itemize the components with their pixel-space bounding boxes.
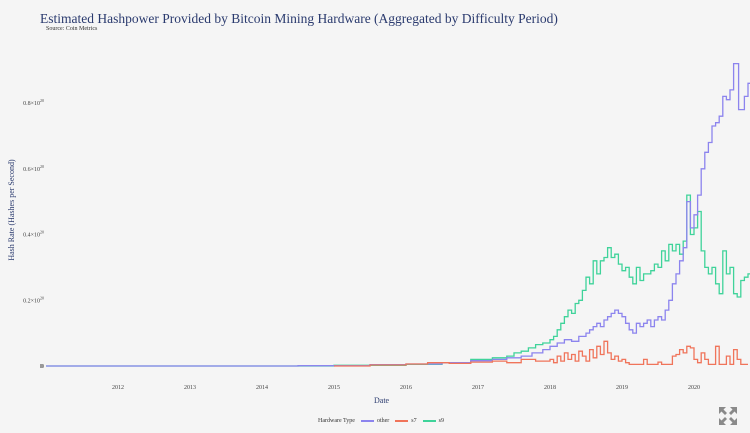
- x-tick-label: 2020: [688, 385, 700, 391]
- legend-swatch-s7: [395, 420, 409, 422]
- legend-title: Hardware Type: [318, 418, 355, 424]
- legend: Hardware Type other s7 s9: [318, 418, 444, 424]
- legend-item-s7[interactable]: s7: [392, 418, 417, 424]
- y-axis-title: Hash Rate (Hashes per Second): [7, 159, 16, 261]
- legend-item-other[interactable]: other: [358, 418, 389, 424]
- x-tick-label: 2017: [472, 385, 484, 391]
- x-tick-label: 2015: [328, 385, 340, 391]
- y-tick-label: 0.6×1020: [23, 164, 44, 173]
- series-line-s7[interactable]: [334, 340, 748, 367]
- y-tick-label: 0.4×1020: [23, 230, 44, 239]
- x-tick-label: 2014: [256, 385, 268, 391]
- legend-item-s9[interactable]: s9: [420, 418, 444, 424]
- x-tick-label: 2019: [616, 385, 628, 391]
- x-tick-label: 2012: [112, 385, 124, 391]
- legend-swatch-s9: [422, 420, 436, 422]
- x-tick-label: 2013: [184, 385, 196, 391]
- legend-swatch-other: [360, 420, 374, 422]
- fullscreen-arrows-icon[interactable]: [718, 406, 738, 426]
- chart-title: Estimated Hashpower Provided by Bitcoin …: [40, 11, 558, 26]
- chart-subtitle: Source: Coin Metrics: [46, 26, 98, 32]
- x-axis-title: Date: [374, 396, 390, 405]
- x-tick-label: 2016: [400, 385, 412, 391]
- y-tick-label: 0.2×1020: [23, 295, 44, 304]
- series-line-other[interactable]: [46, 62, 750, 367]
- series-line-s9[interactable]: [46, 194, 750, 367]
- x-tick-label: 2018: [544, 385, 556, 391]
- origin-marker: [40, 364, 43, 368]
- y-tick-label: 0.8×1020: [23, 98, 44, 107]
